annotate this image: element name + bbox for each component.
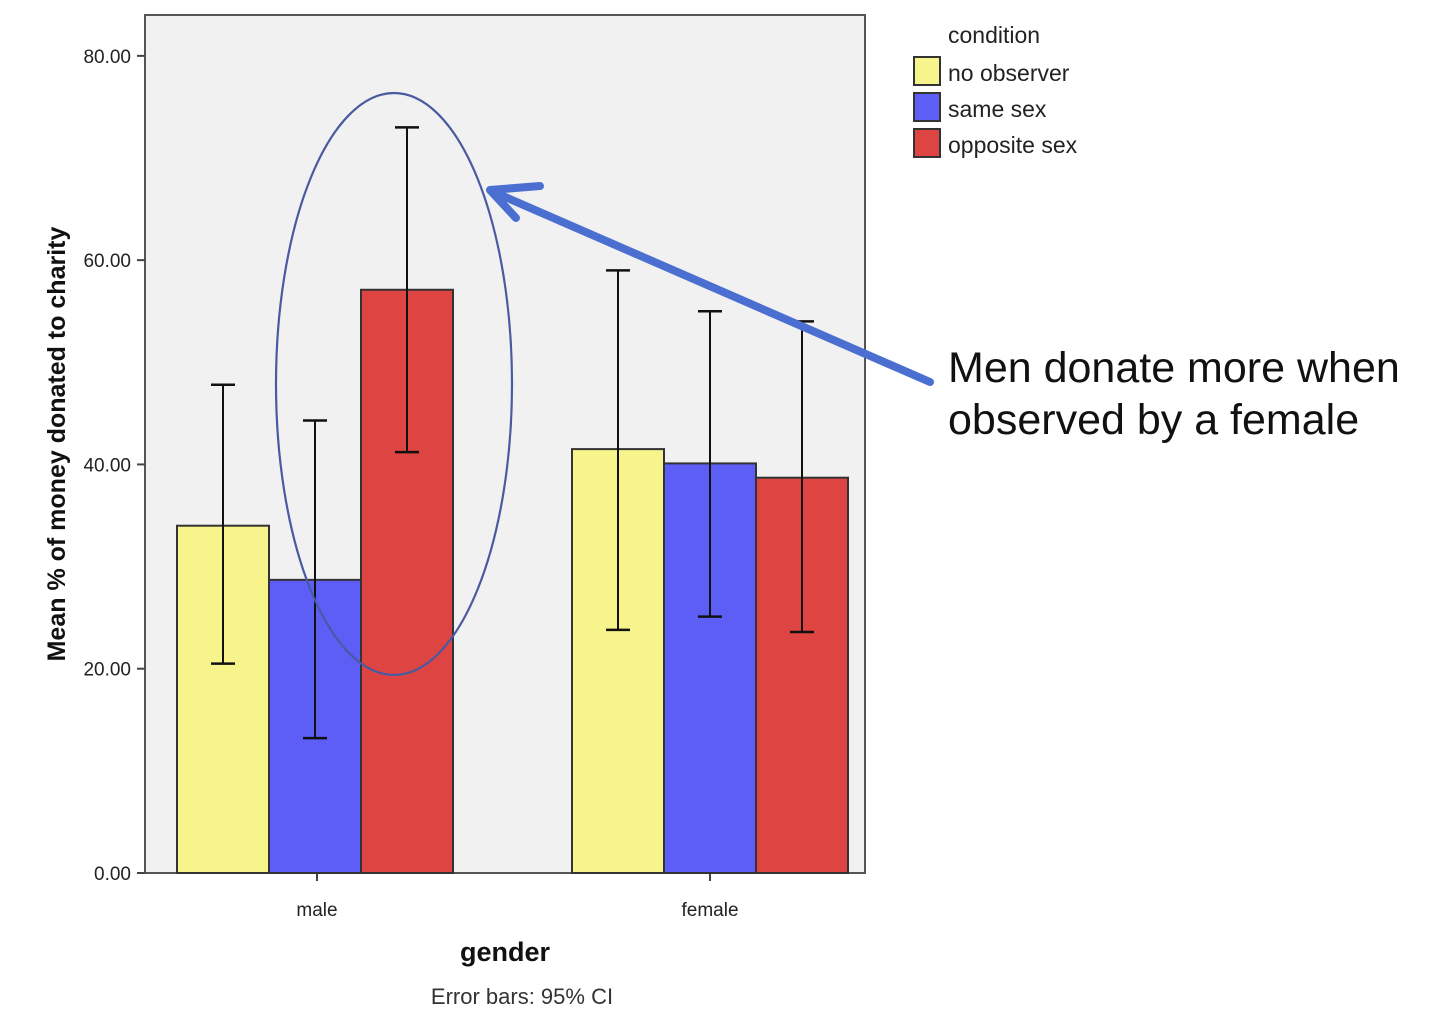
legend-label: no observer (948, 60, 1070, 86)
legend-swatch-opposite-sex (913, 128, 941, 158)
arrow-shaft (492, 189, 934, 386)
legend-swatch-same-sex (913, 92, 941, 122)
x-category-label: male (296, 900, 337, 921)
legend-title: condition (948, 22, 1040, 48)
x-category-label: female (681, 900, 738, 921)
legend-label: same sex (948, 96, 1047, 122)
bar-female-opposite-sex (755, 476, 849, 874)
callout-line-2: observed by a female (948, 396, 1359, 444)
y-axis-title: Mean % of money donated to charity (43, 227, 71, 662)
y-tick-label: 80.00 (83, 47, 131, 68)
highlight-ellipse (274, 91, 514, 677)
arrow-head (486, 182, 544, 222)
legend-swatch-no-observer (913, 56, 941, 86)
y-tick-label: 20.00 (83, 660, 131, 681)
legend-label: opposite sex (948, 132, 1078, 158)
error-bars-note: Error bars: 95% CI (431, 984, 613, 1009)
y-tick-label: 40.00 (83, 455, 131, 476)
y-tick-label: 0.00 (94, 864, 131, 885)
callout-line-1: Men donate more when (948, 344, 1400, 392)
x-axis-title: gender (460, 937, 551, 967)
y-tick-label: 60.00 (83, 251, 131, 272)
